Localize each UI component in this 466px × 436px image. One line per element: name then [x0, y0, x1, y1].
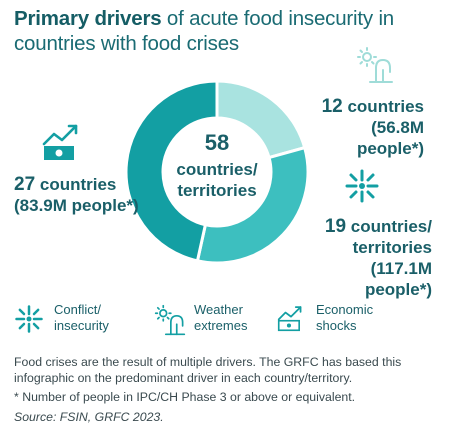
weather-count: 12: [321, 96, 343, 117]
title-bold: Primary drivers: [14, 7, 162, 30]
legend-label-weather: Weather extremes: [194, 302, 248, 333]
economic-callout: 27 countries (83.9M people*): [14, 174, 154, 216]
economic-count: 27: [14, 174, 36, 195]
conflict-people: (117.1M people*): [364, 259, 432, 299]
weather-unit: countries: [347, 97, 424, 116]
weather-people: (56.8M people*): [356, 118, 424, 158]
conflict-unit2: territories: [352, 238, 432, 257]
title-line2: countries with food crises: [14, 32, 239, 55]
legend-label-conflict: Conflict/ insecurity: [54, 302, 109, 333]
center-line2: territories: [177, 181, 256, 200]
footnote-drivers: Food crises are the result of multiple d…: [14, 355, 402, 385]
weather-callout: 12 countries (56.8M people*): [316, 96, 424, 159]
center-number: 58: [205, 130, 229, 155]
donut-slice-weather: [215, 79, 307, 160]
footnote-source: Source: FSIN, GRFC 2023.: [14, 410, 164, 424]
footnote-asterisk: * Number of people in IPC/CH Phase 3 or …: [14, 390, 356, 404]
title-rest: of acute food insecurity in: [161, 7, 394, 30]
donut-slice-conflict: [195, 145, 310, 265]
conflict-icon: [345, 169, 379, 203]
weather-icon: [154, 304, 186, 336]
center-line1: countries/: [176, 160, 258, 179]
donut-chart: 58 countries/ territories: [124, 79, 310, 265]
economic-icon: [277, 306, 302, 332]
economic-icon: [42, 124, 78, 160]
economic-unit: countries: [39, 175, 117, 194]
conflict-icon: [15, 305, 43, 333]
weather-icon: [357, 47, 393, 83]
chart-title: Primary drivers of acute food insecurity…: [14, 6, 454, 56]
economic-people: (83.9M people*): [14, 196, 139, 215]
footnotes: Food crises are the result of multiple d…: [14, 354, 454, 425]
conflict-count: 19: [324, 216, 347, 237]
legend-label-economic: Economic shocks: [316, 302, 374, 333]
donut-slice-economic: [124, 79, 219, 263]
conflict-callout: 19 countries/ territories (117.1M people…: [304, 216, 432, 300]
conflict-unit: countries/: [350, 217, 432, 236]
